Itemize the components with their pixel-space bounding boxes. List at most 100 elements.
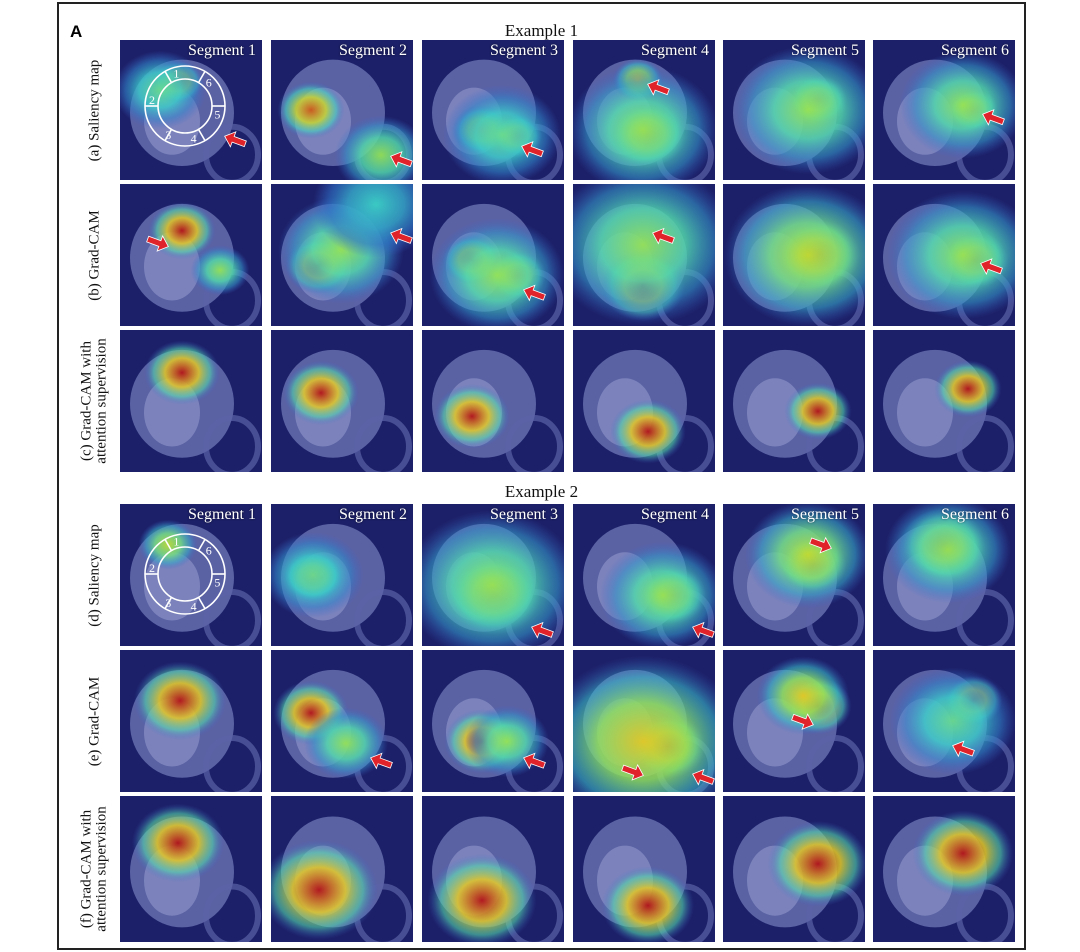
red-arrow-icon — [791, 713, 814, 730]
heatmap-tile — [120, 330, 262, 472]
heatmap-tile — [873, 650, 1015, 792]
heatmap-tile: Segment 5 — [723, 40, 865, 180]
red-arrow-icon — [692, 621, 715, 639]
heatmap-tile — [422, 650, 564, 792]
heatmap-tile — [873, 796, 1015, 942]
segment-number: 3 — [165, 596, 171, 610]
mri-heatmap-image — [873, 330, 1015, 472]
heatmap-tile — [271, 184, 413, 326]
mri-heatmap-image — [573, 504, 715, 646]
segment-label: Segment 2 — [339, 506, 407, 523]
heatmap-tile — [422, 184, 564, 326]
heatmap-tile — [873, 184, 1015, 326]
row-label: (d) Saliency map — [86, 523, 103, 627]
heatmap-tile: Segment 2 — [271, 40, 413, 180]
mri-heatmap-image — [271, 184, 413, 326]
red-arrow-icon — [531, 621, 554, 639]
mri-heatmap-image — [573, 184, 715, 326]
heatmap-tile — [120, 184, 262, 326]
row-label: (b) Grad-CAM — [86, 209, 103, 301]
segment-number: 1 — [173, 535, 179, 549]
mri-heatmap-image — [120, 796, 262, 942]
red-arrow-icon — [982, 109, 1005, 126]
mri-heatmap-image — [271, 40, 413, 180]
red-arrow-icon — [146, 235, 169, 252]
red-arrow-icon — [621, 763, 644, 781]
red-arrow-icon — [370, 752, 393, 770]
red-arrow-icon — [390, 227, 413, 245]
segment-label: Segment 4 — [641, 42, 709, 59]
mri-heatmap-image — [120, 650, 262, 792]
segment-number: 2 — [149, 93, 155, 107]
mri-heatmap-image — [422, 796, 564, 942]
mri-heatmap-image — [573, 650, 715, 792]
row-label: (a) Saliency map — [86, 59, 103, 161]
segment-label: Segment 2 — [339, 42, 407, 59]
heatmap-tile: 1 6 5 4 3 2 Segment 1 — [120, 504, 262, 646]
heatmap-tile: 1 6 5 4 3 2 Segment 1 — [120, 40, 262, 180]
heatmap-tile: Segment 6 — [873, 504, 1015, 646]
mri-heatmap-image — [422, 330, 564, 472]
heatmap-tile: Segment 5 — [723, 504, 865, 646]
heatmap-tile: Segment 3 — [422, 40, 564, 180]
segment-number: 2 — [149, 561, 155, 575]
heatmap-tile — [873, 330, 1015, 472]
mri-heatmap-image — [723, 650, 865, 792]
row-label: (c) Grad-CAM with attention supervision — [79, 338, 110, 464]
mri-heatmap-image: 1 6 5 4 3 2 — [120, 504, 262, 646]
segment-number: 4 — [191, 599, 197, 613]
segment-number: 1 — [173, 67, 179, 81]
mri-heatmap-image: 1 6 5 4 3 2 — [120, 40, 262, 180]
mri-heatmap-image — [422, 504, 564, 646]
mri-heatmap-image — [873, 650, 1015, 792]
heatmap-tile — [723, 330, 865, 472]
heatmap-tile — [573, 650, 715, 792]
segment-label: Segment 5 — [791, 506, 859, 523]
mri-heatmap-image — [873, 504, 1015, 646]
mri-heatmap-image — [723, 40, 865, 180]
mri-heatmap-image — [422, 650, 564, 792]
heatmap-tile: Segment 3 — [422, 504, 564, 646]
mri-heatmap-image — [573, 40, 715, 180]
mri-heatmap-image — [271, 504, 413, 646]
mri-heatmap-image — [271, 796, 413, 942]
red-arrow-icon — [692, 768, 715, 786]
segment-diagram-icon — [144, 65, 226, 147]
mri-heatmap-image — [271, 650, 413, 792]
segment-diagram-icon — [144, 533, 226, 615]
red-arrow-icon — [523, 752, 546, 770]
mri-heatmap-image — [573, 796, 715, 942]
heatmap-tile: Segment 4 — [573, 504, 715, 646]
heatmap-tile: Segment 6 — [873, 40, 1015, 180]
heatmap-tile — [271, 796, 413, 942]
segment-label: Segment 4 — [641, 506, 709, 523]
row-label: (e) Grad-CAM — [86, 676, 103, 766]
red-arrow-icon — [952, 740, 975, 758]
red-arrow-icon — [647, 79, 670, 96]
segment-number: 6 — [206, 543, 212, 557]
heatmap-tile: Segment 4 — [573, 40, 715, 180]
red-arrow-icon — [523, 284, 546, 302]
heatmap-tile — [573, 330, 715, 472]
mri-heatmap-image — [271, 330, 413, 472]
segment-label: Segment 6 — [941, 506, 1009, 523]
mri-heatmap-image — [120, 330, 262, 472]
mri-heatmap-image — [873, 796, 1015, 942]
segment-number: 5 — [214, 108, 220, 122]
red-arrow-icon — [390, 151, 413, 168]
heatmap-tile — [723, 650, 865, 792]
panel-letter: A — [70, 22, 83, 41]
segment-label: Segment 5 — [791, 42, 859, 59]
red-arrow-icon — [809, 536, 832, 554]
example-title: Example 2 — [504, 482, 579, 501]
heatmap-tile — [422, 796, 564, 942]
red-arrow-icon — [980, 258, 1003, 275]
segment-label: Segment 1 — [188, 506, 256, 523]
heatmap-tile — [422, 330, 564, 472]
red-arrow-icon — [521, 141, 544, 158]
segment-label: Segment 6 — [941, 42, 1009, 59]
mri-heatmap-image — [422, 40, 564, 180]
mri-heatmap-image — [723, 796, 865, 942]
segment-label: Segment 1 — [188, 42, 256, 59]
segment-number: 3 — [165, 128, 171, 142]
